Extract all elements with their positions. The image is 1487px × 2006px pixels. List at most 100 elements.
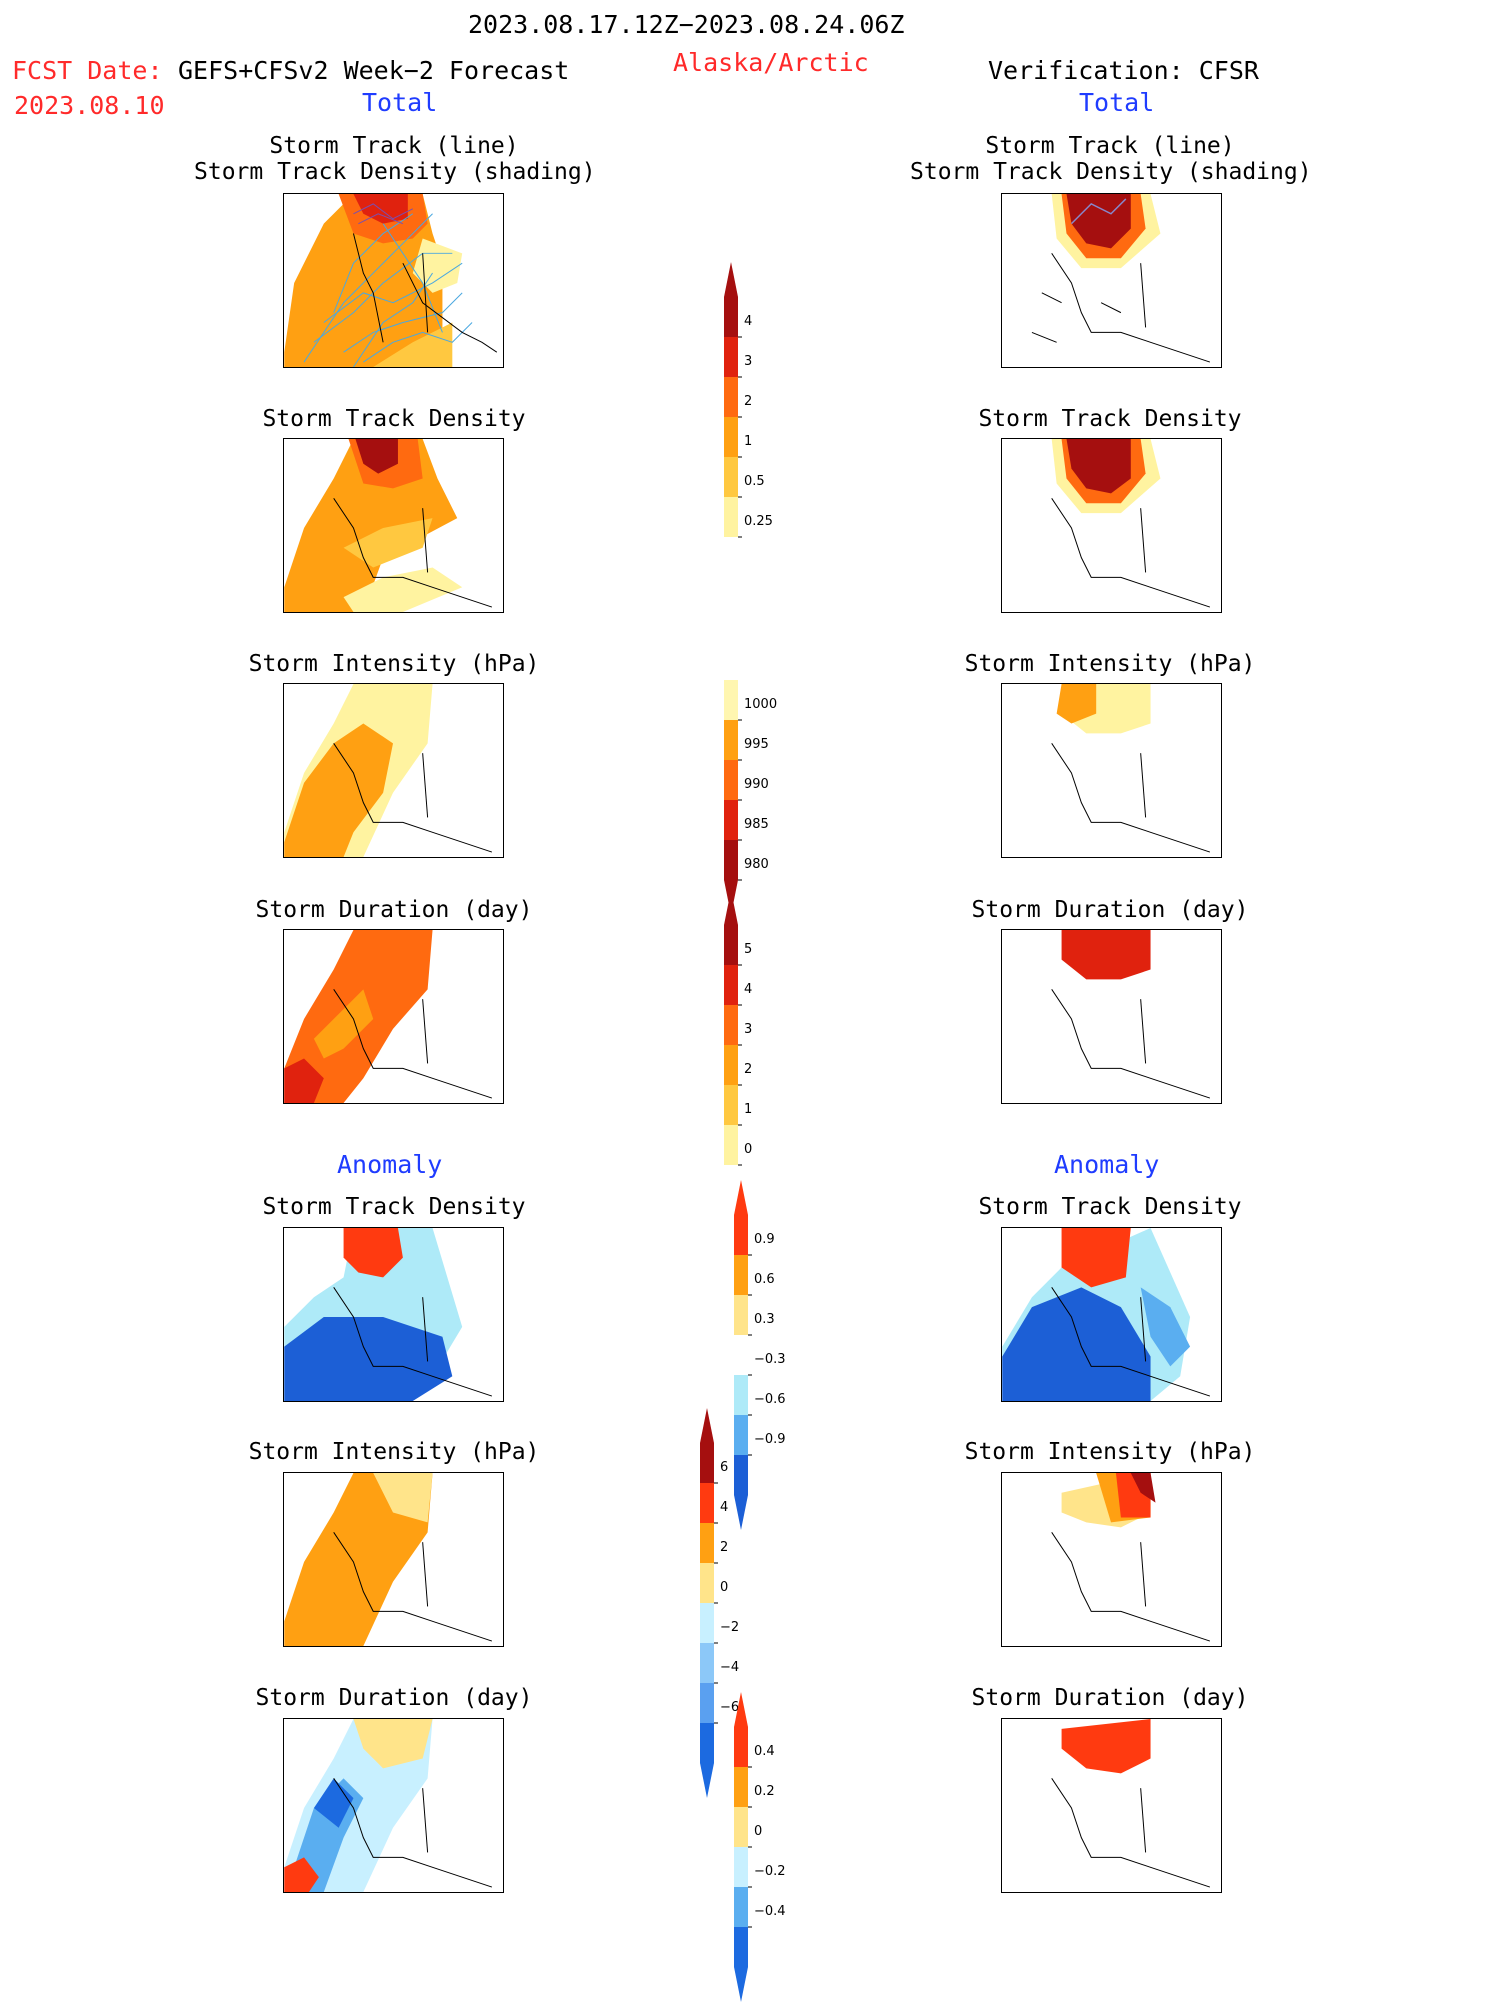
colorbar-duration-anomaly: 0.4 0.2 0 −0.2 −0.4	[734, 1692, 814, 2006]
colorbar-label: −0.6	[754, 1392, 786, 1407]
colorbar-label: 0.9	[754, 1232, 775, 1247]
anomaly-label-left: Anomaly	[337, 1150, 443, 1179]
anomaly-label-right: Anomaly	[1054, 1150, 1160, 1179]
map-intensity-forecast	[283, 683, 504, 858]
map-track-forecast	[283, 193, 504, 368]
period-title: 2023.08.17.12Z−2023.08.24.06Z	[468, 10, 905, 39]
map-anom-duration-verification	[1001, 1718, 1222, 1893]
colorbar-swatch	[700, 1563, 714, 1603]
colorbar-label: 0.6	[754, 1272, 775, 1287]
title-anom-duration-right: Storm Duration (day)	[971, 1685, 1249, 1711]
colorbar-swatch	[700, 1408, 714, 1483]
title-density-right: Storm Track Density	[978, 406, 1242, 432]
map-anom-intensity-forecast	[283, 1472, 504, 1647]
colorbar-label: 980	[744, 857, 769, 872]
colorbar-label: 1000	[744, 697, 777, 712]
colorbar-swatch	[724, 1125, 738, 1165]
title-anom-density-left: Storm Track Density	[262, 1194, 526, 1220]
colorbar-label: 3	[744, 354, 752, 369]
colorbar-swatch	[724, 760, 738, 800]
colorbar-label: 5	[744, 942, 752, 957]
map-track-verification	[1001, 193, 1222, 368]
colorbar-swatch	[724, 890, 738, 965]
map-duration-forecast	[283, 929, 504, 1104]
title-track-line-left: Storm Track (line) Storm Track Density (…	[194, 133, 596, 185]
colorbar-swatch	[724, 1045, 738, 1085]
colorbar-label: 985	[744, 817, 769, 832]
title-track-line-right: Storm Track (line) Storm Track Density (…	[910, 133, 1312, 185]
colorbar-label: 995	[744, 737, 769, 752]
colorbar-label: 0	[744, 1142, 752, 1157]
colorbar-swatch	[724, 457, 738, 497]
colorbar-label: 0.25	[744, 514, 773, 529]
colorbar-swatch	[734, 1927, 748, 2002]
colorbar-label: 4	[720, 1500, 728, 1515]
title-anom-duration-left: Storm Duration (day)	[255, 1685, 533, 1711]
map-anom-density-verification	[1001, 1227, 1222, 1402]
colorbar-label: 1	[744, 434, 752, 449]
colorbar-swatch	[724, 262, 738, 337]
map-anom-intensity-verification	[1001, 1472, 1222, 1647]
colorbar-swatch	[734, 1375, 748, 1415]
colorbar-label: 2	[720, 1540, 728, 1555]
colorbar-swatch	[700, 1683, 714, 1723]
colorbar-swatch	[734, 1295, 748, 1335]
colorbar-label: 0.3	[754, 1312, 775, 1327]
map-anom-duration-forecast	[283, 1718, 504, 1893]
map-anom-density-forecast	[283, 1227, 504, 1402]
colorbar-swatch	[724, 337, 738, 377]
colorbar-label: 2	[744, 1062, 752, 1077]
colorbar-swatch	[724, 680, 738, 720]
colorbar-label: 0	[720, 1580, 728, 1595]
colorbar-swatch	[724, 497, 738, 537]
colorbar-swatch	[724, 1005, 738, 1045]
map-density-forecast	[283, 438, 504, 613]
map-intensity-verification	[1001, 683, 1222, 858]
map-duration-verification	[1001, 929, 1222, 1104]
title-anom-density-right: Storm Track Density	[978, 1194, 1242, 1220]
colorbar-density-total: 4 3 2 1 0.5 0.25	[724, 262, 804, 576]
total-label-left: Total	[362, 88, 438, 117]
colorbar-swatch	[734, 1455, 748, 1530]
colorbar-label: 6	[720, 1460, 728, 1475]
colorbar-label: 4	[744, 982, 752, 997]
colorbar-swatch	[734, 1255, 748, 1295]
colorbar-label: 2	[744, 394, 752, 409]
title-anom-intensity-left: Storm Intensity (hPa)	[248, 1439, 540, 1465]
fcst-date: 2023.08.10	[14, 91, 165, 120]
title-density-left: Storm Track Density	[262, 406, 526, 432]
colorbar-intensity-total: 1000 995 990 985 980	[724, 645, 804, 919]
fcst-label: FCST Date:	[12, 56, 163, 85]
colorbar-label: −0.9	[754, 1432, 786, 1447]
map-density-verification	[1001, 438, 1222, 613]
colorbar-label: −2	[720, 1620, 739, 1635]
colorbar-swatch	[734, 1767, 748, 1807]
colorbar-label: −0.4	[754, 1904, 786, 1919]
title-intensity-left: Storm Intensity (hPa)	[248, 651, 540, 677]
colorbar-intensity-anomaly: 6 4 2 0 −2 −4 −6	[700, 1408, 780, 1802]
title-anom-intensity-right: Storm Intensity (hPa)	[964, 1439, 1256, 1465]
colorbar-swatch	[724, 377, 738, 417]
colorbar-swatch	[700, 1643, 714, 1683]
colorbar-label: 1	[744, 1102, 752, 1117]
colorbar-swatch	[724, 840, 738, 915]
colorbar-swatch	[734, 1335, 748, 1375]
colorbar-label: 0.5	[744, 474, 765, 489]
colorbar-swatch	[724, 800, 738, 840]
colorbar-label: 4	[744, 314, 752, 329]
colorbar-label: −4	[720, 1660, 739, 1675]
colorbar-swatch	[724, 965, 738, 1005]
colorbar-swatch	[734, 1807, 748, 1847]
colorbar-swatch	[734, 1887, 748, 1927]
colorbar-label: 990	[744, 777, 769, 792]
colorbar-label: 3	[744, 1022, 752, 1037]
colorbar-label: −0.3	[754, 1352, 786, 1367]
colorbar-swatch	[700, 1523, 714, 1563]
colorbar-swatch	[734, 1415, 748, 1455]
colorbar-label: 0	[754, 1824, 762, 1839]
colorbar-swatch	[700, 1723, 714, 1798]
title-duration-right: Storm Duration (day)	[971, 897, 1249, 923]
colorbar-swatch	[724, 1085, 738, 1125]
region-title: Alaska/Arctic	[673, 48, 869, 77]
colorbar-swatch	[724, 417, 738, 457]
